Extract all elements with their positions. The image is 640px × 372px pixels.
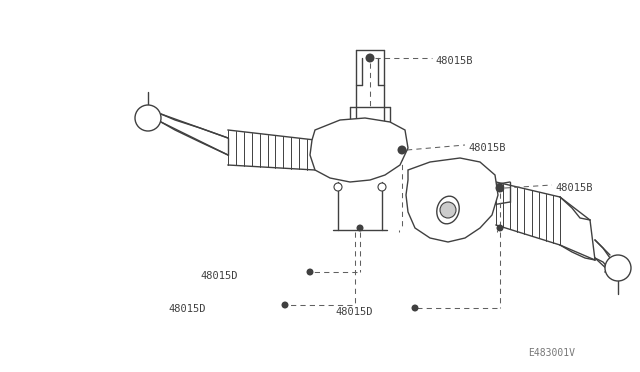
Circle shape xyxy=(440,202,456,218)
Text: 48015B: 48015B xyxy=(435,56,472,66)
Text: 48015D: 48015D xyxy=(335,307,372,317)
Circle shape xyxy=(356,224,364,231)
Circle shape xyxy=(495,183,504,192)
Text: 48015B: 48015B xyxy=(555,183,593,193)
Text: E483001V: E483001V xyxy=(528,348,575,358)
Polygon shape xyxy=(406,158,498,242)
Circle shape xyxy=(497,224,504,231)
Circle shape xyxy=(135,105,161,131)
Circle shape xyxy=(307,269,314,276)
Text: 48015D: 48015D xyxy=(200,271,237,281)
Circle shape xyxy=(378,183,386,191)
Circle shape xyxy=(282,301,289,308)
Circle shape xyxy=(397,145,406,154)
Text: 48015B: 48015B xyxy=(468,143,506,153)
Circle shape xyxy=(412,305,419,311)
Circle shape xyxy=(605,255,631,281)
Polygon shape xyxy=(310,118,408,182)
Circle shape xyxy=(334,183,342,191)
Ellipse shape xyxy=(436,196,460,224)
Text: 48015D: 48015D xyxy=(168,304,205,314)
Circle shape xyxy=(365,54,374,62)
